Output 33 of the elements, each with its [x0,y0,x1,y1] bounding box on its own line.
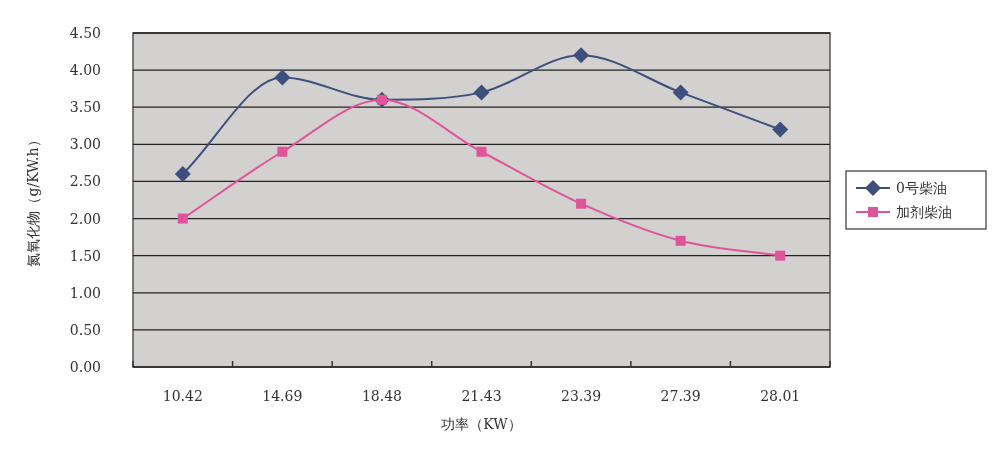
y-tick-label: 3.00 [69,136,101,153]
point [177,213,188,224]
point [672,84,689,101]
point [174,166,191,183]
legend-label: 0号柴油 [896,180,947,196]
x-tick-label: 14.69 [262,388,303,404]
x-axis-title: 功率（KW） [441,416,522,432]
point [772,121,789,138]
y-tick-label: 3.50 [69,99,101,116]
y-tick-label: 2.50 [69,173,101,190]
x-tick-label: 28.01 [760,388,801,404]
x-tick-label: 21.43 [461,388,502,404]
y-tick-label: 4.00 [69,62,101,79]
point [473,84,490,101]
point [675,235,686,246]
y-axis-title: 氮氧化物（g/KW.h） [25,133,41,267]
x-tick-label: 18.48 [361,388,402,404]
y-tick-label: 4.50 [69,25,101,41]
y-tick-label: 2.00 [69,210,101,227]
y-tick-label: 0.50 [69,321,101,338]
point [274,69,291,86]
x-tick-label: 27.39 [660,388,701,404]
y-tick-label: 0.00 [69,359,101,375]
y-tick-label: 1.00 [69,284,101,301]
point [573,47,590,64]
point [277,146,288,157]
point [476,146,487,157]
y-tick-label: 1.50 [69,247,101,264]
point [576,198,587,209]
point [775,250,786,261]
x-tick-label: 23.39 [561,388,602,404]
legend-label: 加剂柴油 [896,204,952,220]
x-tick-label: 10.42 [162,388,203,404]
